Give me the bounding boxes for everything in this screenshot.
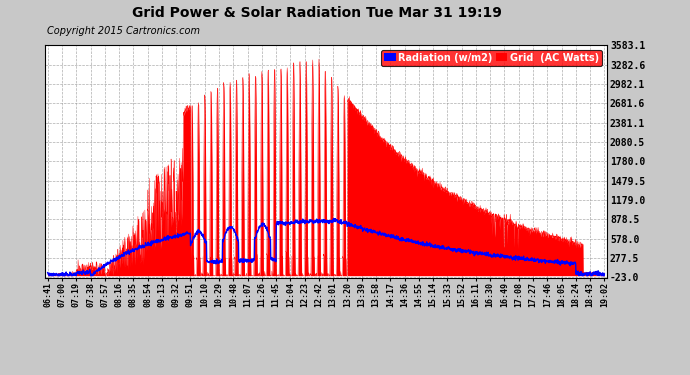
Text: Grid Power & Solar Radiation Tue Mar 31 19:19: Grid Power & Solar Radiation Tue Mar 31 … (132, 6, 502, 20)
Legend: Radiation (w/m2), Grid  (AC Watts): Radiation (w/m2), Grid (AC Watts) (381, 50, 602, 66)
Text: Copyright 2015 Cartronics.com: Copyright 2015 Cartronics.com (47, 26, 200, 36)
